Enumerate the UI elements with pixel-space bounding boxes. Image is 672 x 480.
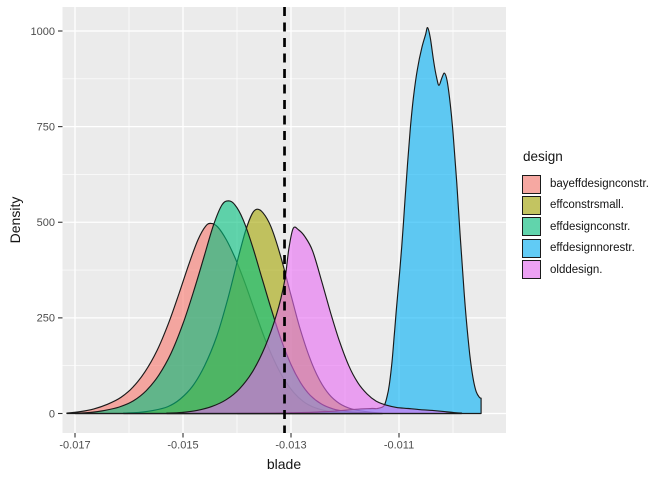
x-tick-label: -0.011 (384, 440, 414, 452)
legend-label: effdesignconstr. (550, 220, 631, 233)
legend-swatch-fill (523, 175, 540, 193)
legend-label: olddesign. (550, 263, 603, 276)
legend-item-effdesignnorestr: effdesignnorestr. (522, 238, 649, 258)
legend-swatch-fill (523, 261, 540, 279)
y-tick-label: 0 (49, 408, 55, 420)
x-axis-title: blade (266, 456, 302, 472)
legend-swatch (522, 217, 541, 237)
legend-item-effconstrsmall: effconstrsmall. (522, 195, 649, 215)
legend-title: design (523, 149, 563, 164)
legend-swatch-fill (523, 218, 540, 236)
y-tick-label: 500 (37, 217, 55, 229)
legend-swatch (522, 195, 541, 215)
y-tick-label: 1000 (31, 26, 55, 38)
legend-swatch-fill (523, 196, 540, 214)
legend-item-effdesignconstr: effdesignconstr. (522, 217, 649, 237)
legend-label: effdesignnorestr. (550, 242, 635, 255)
legend-item-olddesign: olddesign. (522, 260, 649, 280)
legend: design bayeffdesignconstr. effconstrsmall… (522, 149, 649, 281)
density-curve-olddesign (166, 226, 463, 415)
legend-items: bayeffdesignconstr. effconstrsmall. effdes… (522, 174, 649, 280)
legend-item-bayeffdesignconstr: bayeffdesignconstr. (522, 174, 649, 194)
legend-label: effconstrsmall. (550, 199, 624, 212)
y-tick-label: 250 (37, 313, 55, 325)
legend-label: bayeffdesignconstr. (550, 178, 649, 190)
legend-swatch (522, 260, 541, 280)
y-axis-title: Density (7, 196, 23, 244)
x-tick-label: -0.017 (59, 440, 90, 452)
y-tick-label: 750 (37, 121, 55, 133)
x-tick-label: -0.015 (167, 440, 198, 452)
legend-swatch (522, 238, 541, 258)
legend-swatch (522, 174, 541, 194)
legend-swatch-fill (523, 239, 540, 257)
x-tick-label: -0.013 (275, 440, 306, 452)
